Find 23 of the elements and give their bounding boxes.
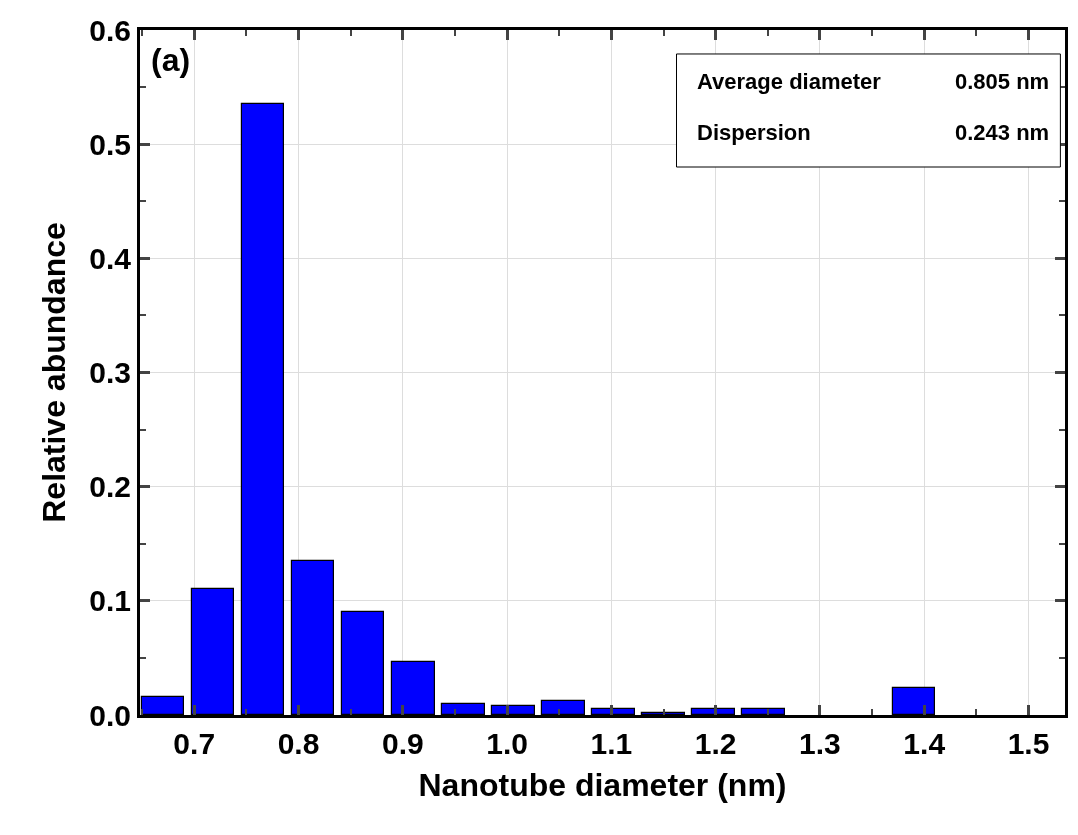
x-tick-label: 1.4 — [903, 727, 946, 760]
y-tick-label: 0.4 — [89, 241, 132, 275]
x-tick-label: 0.9 — [381, 727, 424, 760]
y-tick-label: 0.5 — [89, 127, 131, 161]
y-tick-label: 0.2 — [89, 470, 131, 504]
x-tick-label: 1.0 — [486, 727, 528, 760]
annotation: Average diameter — [697, 69, 882, 94]
y-axis-title: Relative abundance — [35, 222, 72, 523]
y-tick-label: 0.1 — [89, 584, 131, 618]
y-tick-label: 0.3 — [89, 356, 131, 389]
x-tick-label: 1.5 — [1007, 727, 1050, 760]
x-tick-label: 1.3 — [799, 727, 841, 760]
y-tick-label: 0.6 — [89, 13, 131, 47]
x-tick-label: 1.1 — [590, 727, 633, 760]
annotation: (a) — [151, 42, 191, 78]
x-axis-title: Nanotube diameter (nm) — [418, 766, 787, 803]
y-tick-label: 0.0 — [89, 698, 131, 732]
annotation: 0.805 nm — [955, 69, 1050, 94]
x-tick-label: 0.8 — [277, 727, 320, 760]
annotation: 0.243 nm — [955, 120, 1050, 145]
x-tick-label: 1.2 — [694, 727, 737, 760]
annotation: Dispersion — [697, 120, 811, 145]
x-tick-label: 0.7 — [173, 727, 216, 760]
